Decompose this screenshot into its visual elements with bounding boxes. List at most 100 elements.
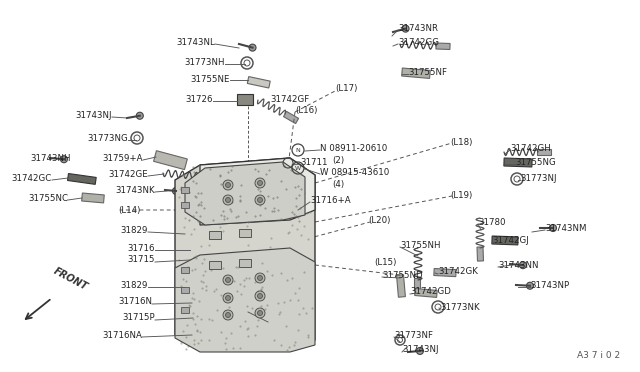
Polygon shape: [397, 275, 405, 297]
Text: (2): (2): [332, 155, 344, 164]
Text: W 08915-43610: W 08915-43610: [320, 167, 389, 176]
Text: 31742GK: 31742GK: [438, 267, 478, 276]
Bar: [209, 261, 221, 269]
Circle shape: [257, 180, 262, 186]
Text: 31742GD: 31742GD: [410, 288, 451, 296]
Bar: [181, 287, 189, 293]
Circle shape: [225, 312, 230, 317]
Circle shape: [402, 25, 409, 32]
Polygon shape: [200, 158, 315, 225]
Polygon shape: [414, 278, 420, 290]
Text: 31743NJ: 31743NJ: [402, 346, 438, 355]
Circle shape: [249, 44, 256, 51]
Text: 31755NE: 31755NE: [191, 74, 230, 83]
Polygon shape: [154, 151, 188, 170]
Bar: [237, 94, 253, 105]
Circle shape: [223, 180, 233, 190]
Text: (L14): (L14): [118, 205, 140, 215]
Text: 31755ND: 31755ND: [382, 270, 422, 279]
Text: 31743NR: 31743NR: [398, 23, 438, 32]
Text: 31773NF: 31773NF: [394, 330, 433, 340]
Text: 31780: 31780: [478, 218, 506, 227]
Circle shape: [223, 293, 233, 303]
Polygon shape: [185, 162, 305, 225]
Text: (L15): (L15): [215, 183, 237, 192]
Circle shape: [257, 276, 262, 280]
Polygon shape: [67, 173, 96, 185]
Text: 31773NG: 31773NG: [87, 134, 128, 142]
Circle shape: [255, 308, 265, 318]
Bar: [181, 202, 189, 208]
Text: (L17): (L17): [335, 83, 357, 93]
Text: 31742GC: 31742GC: [12, 173, 52, 183]
Text: (4): (4): [332, 180, 344, 189]
Circle shape: [223, 195, 233, 205]
Polygon shape: [504, 158, 532, 167]
Circle shape: [223, 310, 233, 320]
Circle shape: [60, 156, 67, 163]
Polygon shape: [434, 269, 456, 277]
Text: (L15): (L15): [374, 257, 396, 266]
Text: (L18): (L18): [450, 138, 472, 147]
Circle shape: [255, 273, 265, 283]
Circle shape: [527, 282, 534, 289]
Bar: [181, 307, 189, 313]
Text: (L20): (L20): [368, 215, 390, 224]
Text: N 08911-20610: N 08911-20610: [320, 144, 387, 153]
Text: 31773NK: 31773NK: [440, 304, 479, 312]
Polygon shape: [415, 289, 437, 297]
Circle shape: [257, 294, 262, 298]
Text: 31829: 31829: [120, 225, 148, 234]
Circle shape: [520, 262, 527, 269]
Text: 31743NM: 31743NM: [545, 224, 586, 232]
Text: 31743NN: 31743NN: [498, 260, 538, 269]
Text: 31743NL: 31743NL: [176, 38, 215, 46]
Circle shape: [417, 347, 424, 355]
Text: 31715P: 31715P: [122, 314, 155, 323]
Circle shape: [225, 295, 230, 301]
Text: 31755NG: 31755NG: [515, 157, 556, 167]
Text: 31759+A: 31759+A: [102, 154, 143, 163]
Circle shape: [255, 195, 265, 205]
Bar: [209, 231, 221, 239]
Polygon shape: [284, 111, 299, 124]
Circle shape: [172, 187, 179, 195]
Text: 31743NK: 31743NK: [115, 186, 155, 195]
Text: 31716: 31716: [127, 244, 155, 253]
Polygon shape: [537, 149, 551, 155]
Text: 31773NJ: 31773NJ: [520, 173, 557, 183]
Text: 31715: 31715: [127, 256, 155, 264]
Text: (L19): (L19): [450, 190, 472, 199]
Circle shape: [255, 178, 265, 188]
Text: 31742GH: 31742GH: [510, 144, 551, 153]
Text: 31714: 31714: [248, 305, 275, 314]
Text: 31716+A: 31716+A: [310, 196, 351, 205]
Polygon shape: [436, 43, 450, 49]
Bar: [181, 187, 189, 193]
Text: 31742GF: 31742GF: [270, 94, 309, 103]
Circle shape: [136, 112, 143, 119]
Text: N: N: [296, 148, 300, 153]
Bar: [239, 229, 251, 237]
Polygon shape: [247, 77, 270, 88]
Text: A3 7 i 0 2: A3 7 i 0 2: [577, 351, 620, 360]
Circle shape: [225, 278, 230, 282]
Text: 31742GE: 31742GE: [108, 170, 148, 179]
Text: 31742GJ: 31742GJ: [492, 235, 529, 244]
Text: 31742GG: 31742GG: [398, 38, 439, 46]
Circle shape: [255, 291, 265, 301]
Text: 31743NH: 31743NH: [30, 154, 70, 163]
Text: 31755NF: 31755NF: [408, 67, 447, 77]
Text: 31711: 31711: [300, 157, 328, 167]
Text: FRONT: FRONT: [52, 266, 90, 292]
Text: 31743NJ: 31743NJ: [76, 110, 112, 119]
Polygon shape: [477, 247, 483, 261]
Text: 31726: 31726: [186, 94, 213, 103]
Circle shape: [257, 198, 262, 202]
Text: 31829: 31829: [120, 280, 148, 289]
Text: 31716NA: 31716NA: [102, 330, 142, 340]
Polygon shape: [402, 68, 430, 78]
Bar: [239, 259, 251, 267]
Text: 31755NH: 31755NH: [400, 241, 440, 250]
Circle shape: [225, 198, 230, 202]
